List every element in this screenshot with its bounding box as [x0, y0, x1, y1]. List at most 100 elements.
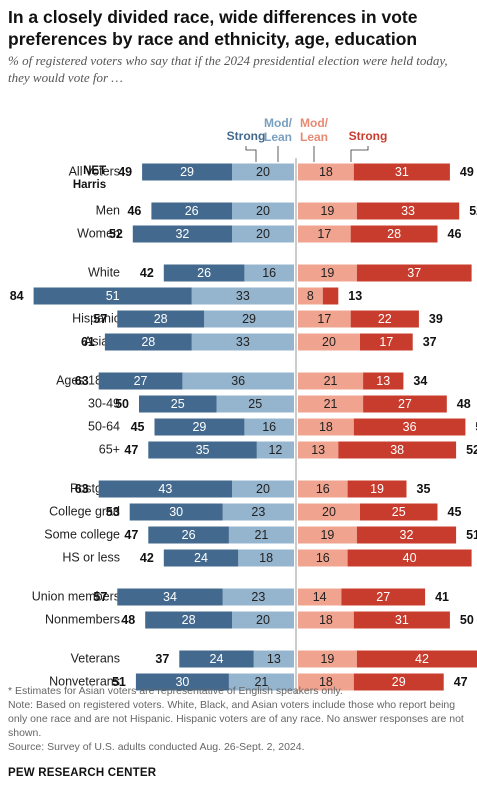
bar-trump-strong	[322, 287, 339, 305]
bar-trump-lean	[298, 549, 348, 567]
value-harris-strong: 24	[194, 551, 208, 565]
bar-harris-lean	[222, 503, 294, 521]
value-net-harris: 50	[115, 397, 129, 411]
row-label: Nonmembers	[45, 612, 120, 626]
value-harris-lean: 23	[251, 505, 265, 519]
value-trump-strong: 38	[390, 443, 404, 457]
value-net-trump: 51	[466, 528, 477, 542]
value-harris-strong: 26	[197, 266, 211, 280]
bar-trump-lean	[298, 673, 354, 691]
bar-harris-strong	[98, 372, 183, 390]
bar-harris-lean	[182, 372, 294, 390]
value-trump-lean: 17	[317, 312, 331, 326]
bar-harris-strong	[139, 395, 217, 413]
bar-trump-strong	[347, 549, 472, 567]
bar-trump-strong	[356, 650, 477, 668]
bar-trump-strong	[363, 372, 404, 390]
value-net-harris: 53	[106, 505, 120, 519]
bar-harris-strong	[163, 264, 245, 282]
bar-trump-lean	[298, 418, 354, 436]
bar-trump-strong	[360, 333, 413, 351]
value-net-harris: 46	[127, 204, 141, 218]
value-net-trump: 52	[469, 204, 477, 218]
bar-trump-strong	[356, 202, 460, 220]
bar-harris-lean	[222, 588, 294, 606]
value-trump-strong: 13	[376, 374, 390, 388]
bar-trump-lean	[298, 264, 357, 282]
bar-trump-strong	[353, 163, 450, 181]
value-trump-strong: 32	[400, 528, 414, 542]
value-trump-lean: 19	[320, 204, 334, 218]
value-trump-lean: 18	[319, 613, 333, 627]
bar-trump-lean	[298, 202, 357, 220]
row-label: College grad	[49, 504, 120, 518]
brand-logo-text: PEW RESEARCH CENTER	[8, 767, 157, 779]
value-harris-lean: 21	[254, 675, 268, 689]
bar-trump-lean	[298, 650, 357, 668]
value-net-trump: 46	[448, 227, 462, 241]
bar-harris-lean	[232, 163, 294, 181]
value-harris-strong: 26	[185, 204, 199, 218]
value-trump-lean: 21	[324, 374, 338, 388]
value-harris-lean: 13	[267, 652, 281, 666]
bar-harris-lean	[232, 480, 294, 498]
bar-trump-strong	[350, 225, 438, 243]
bar-trump-lean	[298, 441, 339, 459]
value-trump-strong: 36	[403, 420, 417, 434]
bar-harris-lean	[244, 418, 294, 436]
row-label: 65+	[99, 442, 120, 456]
value-harris-lean: 16	[262, 266, 276, 280]
value-trump-lean: 18	[319, 420, 333, 434]
value-trump-lean: 19	[320, 528, 334, 542]
value-harris-lean: 20	[256, 165, 270, 179]
value-harris-lean: 16	[262, 420, 276, 434]
row-label: Nonveterans	[49, 674, 120, 688]
value-trump-lean: 21	[324, 397, 338, 411]
bar-harris-lean	[256, 441, 294, 459]
value-harris-lean: 25	[248, 397, 262, 411]
value-harris-strong: 34	[163, 590, 177, 604]
value-trump-lean: 16	[316, 551, 330, 565]
bar-harris-strong	[135, 673, 229, 691]
value-trump-strong: 27	[398, 397, 412, 411]
bar-trump-lean	[298, 480, 348, 498]
legend-connector-harris-strong	[245, 146, 257, 162]
value-trump-strong: 28	[387, 227, 401, 241]
legend-trump-lean-line1: Mod/	[300, 116, 329, 130]
bar-harris-lean	[228, 526, 294, 544]
value-harris-strong: 26	[182, 528, 196, 542]
value-harris-strong: 25	[171, 397, 185, 411]
bar-trump-strong	[353, 611, 450, 629]
value-harris-strong: 28	[154, 312, 168, 326]
row-label: Some college	[44, 527, 120, 541]
value-net-trump: 47	[454, 675, 468, 689]
value-harris-strong: 35	[196, 443, 210, 457]
bar-trump-strong	[353, 418, 466, 436]
value-net-harris: 42	[140, 266, 154, 280]
bar-trump-lean	[298, 163, 354, 181]
value-net-harris: 52	[109, 227, 123, 241]
value-net-trump: 48	[457, 397, 471, 411]
value-net-trump: 35	[417, 482, 431, 496]
value-net-harris: 63	[75, 482, 89, 496]
value-net-trump: 41	[435, 590, 449, 604]
value-net-harris: 42	[140, 551, 154, 565]
value-net-harris: 45	[131, 420, 145, 434]
notes: * Estimates for Asian voters are represe…	[8, 684, 470, 754]
value-harris-strong: 24	[210, 652, 224, 666]
bar-harris-strong	[98, 480, 232, 498]
bar-harris-lean	[238, 549, 294, 567]
value-harris-strong: 32	[175, 227, 189, 241]
row-label: Hispanic	[72, 311, 120, 325]
row-label: Men	[96, 203, 120, 217]
value-trump-strong: 19	[370, 482, 384, 496]
value-net-trump: 52	[466, 443, 477, 457]
value-trump-lean: 20	[322, 505, 336, 519]
value-trump-strong: 37	[407, 266, 421, 280]
value-net-harris: 47	[124, 443, 138, 457]
value-harris-lean: 18	[259, 551, 273, 565]
chart-title: In a closely divided race, wide differen…	[8, 7, 418, 49]
legend-trump-lean-line2: Lean	[300, 130, 328, 144]
source-text: Source: Survey of U.S. adults conducted …	[8, 741, 305, 753]
